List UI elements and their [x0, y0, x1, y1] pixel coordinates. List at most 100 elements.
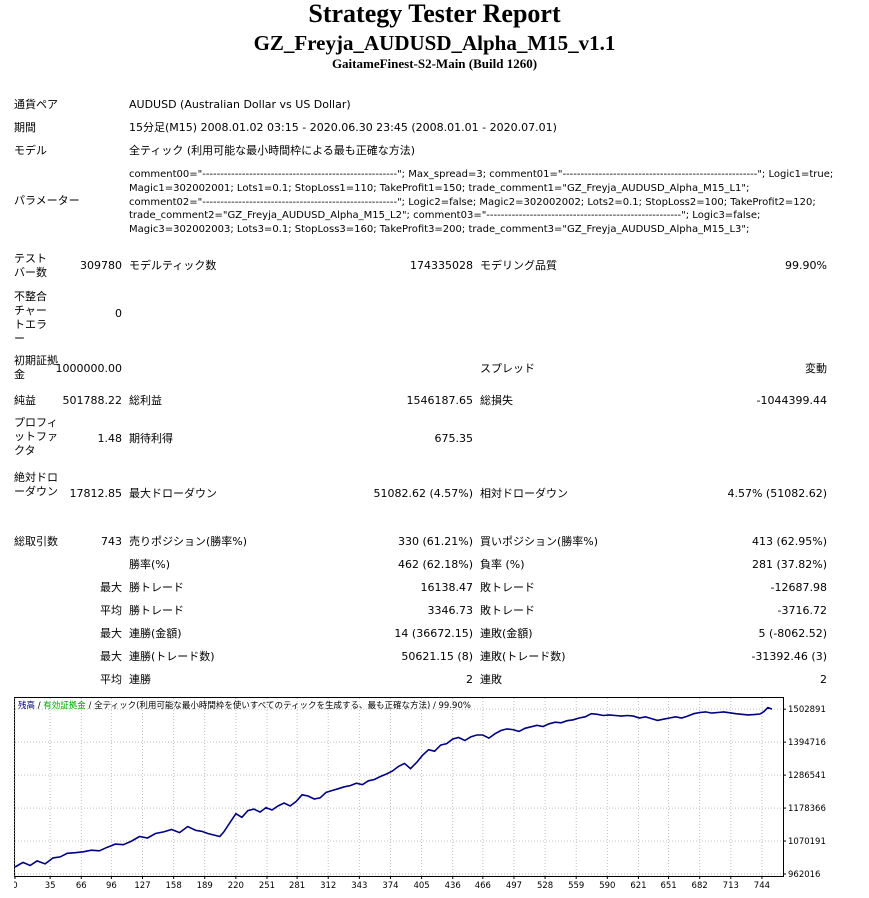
period-label: 期間: [14, 121, 36, 134]
gross-loss-label: 総損失: [480, 394, 513, 407]
max-drawdown-value: 51082.62 (4.57%): [373, 487, 473, 500]
largest-win-label: 勝トレード: [129, 581, 184, 594]
legend-equity: 有効証拠金: [43, 700, 86, 711]
expected-payoff-value: 675.35: [434, 432, 474, 445]
x-tick-label: 251: [259, 881, 275, 891]
gross-loss-value: -1044399.44: [756, 394, 827, 407]
parameters-line: comment02="-----------------------------…: [129, 196, 816, 208]
relative-drawdown-label: 相対ドローダウン: [480, 487, 568, 500]
x-tick-label: 96: [106, 881, 117, 891]
x-tick-label: 127: [134, 881, 150, 891]
chart-plot-area: [14, 697, 784, 877]
x-tick-label: 35: [45, 881, 56, 891]
max-prefix: 最大: [100, 650, 122, 663]
x-tick-label: 744: [754, 881, 770, 891]
symbol-label: 通貨ペア: [14, 98, 58, 111]
x-tick-label: 0: [14, 881, 18, 891]
consecutive-wins-label: 連勝(金額): [129, 627, 182, 640]
avg-consecutive-wins-label: 連勝: [129, 673, 151, 686]
x-tick-label: 436: [445, 881, 461, 891]
mismatch-value: 0: [115, 307, 122, 320]
parameters-line: Magic1=302002001; Lots1=0.1; StopLoss1=1…: [129, 182, 750, 194]
win-rate-value: 462 (62.18%): [397, 558, 473, 571]
spread-value: 変動: [805, 362, 827, 375]
y-tick-label: 1286541: [788, 771, 826, 781]
ea-name: GZ_Freyja_AUDUSD_Alpha_M15_v1.1: [253, 31, 616, 55]
avg-prefix: 平均: [100, 673, 122, 686]
balance-chart: 残高 / 有効証拠金 / 全ティック(利用可能な最小時間枠を使いすべてのティック…: [14, 697, 826, 891]
largest-loss-value: -12687.98: [770, 581, 827, 594]
relative-drawdown-value: 4.57% (51082.62): [727, 487, 827, 500]
long-positions-label: 買いポジション(勝率%): [480, 535, 599, 548]
server-info: GaitameFinest-S2-Main (Build 1260): [331, 56, 538, 71]
x-tick-label: 621: [630, 881, 646, 891]
consecutive-loss-value: -31392.46 (3): [751, 650, 827, 663]
avg-win-label: 勝トレード: [129, 604, 184, 617]
x-tick-label: 713: [723, 881, 739, 891]
absolute-drawdown-label: 絶対ドローダウン: [14, 471, 58, 498]
spread-label: スプレッド: [480, 362, 535, 375]
avg-loss-label: 敗トレード: [480, 604, 535, 617]
consecutive-loss-label: 連敗(トレード数): [480, 650, 566, 663]
ticks-label: モデルティック数: [129, 259, 217, 272]
consecutive-losses-value: 5 (-8062.52): [758, 627, 827, 640]
x-tick-label: 189: [197, 881, 213, 891]
x-tick-label: 312: [320, 881, 336, 891]
bars-value: 309780: [80, 259, 122, 272]
x-tick-label: 158: [166, 881, 182, 891]
parameters-line: trade_comment2="GZ_Freyja_AUDUSD_Alpha_M…: [129, 210, 761, 222]
y-tick-label: 1070191: [788, 837, 826, 847]
x-tick-label: 682: [692, 881, 708, 891]
loss-rate-label: 負率 (%): [480, 558, 525, 571]
deposit-value: 1000000.00: [55, 362, 122, 375]
legend-separator: /: [35, 701, 43, 711]
x-tick-label: 66: [76, 881, 87, 891]
chart-grid: [14, 698, 783, 876]
profit-factor-value: 1.48: [97, 432, 123, 445]
max-drawdown-label: 最大ドローダウン: [129, 487, 217, 500]
y-axis-ticks: 962016 1070191 1178366 1286541 1394716 150289…: [783, 705, 826, 880]
quality-label: モデリング品質: [480, 259, 557, 272]
avg-consecutive-wins-value: 2: [466, 673, 473, 686]
quality-value: 99.90%: [785, 259, 827, 272]
bars-label: テストバー数: [14, 252, 47, 279]
total-trades-value: 743: [101, 535, 122, 548]
avg-win-value: 3346.73: [427, 604, 474, 617]
parameters-line: comment00="-----------------------------…: [129, 169, 834, 180]
parameters-label: パラメーター: [14, 194, 80, 207]
win-rate-label: 勝率(%): [129, 558, 171, 571]
largest-loss-label: 敗トレード: [480, 581, 535, 594]
x-tick-label: 466: [475, 881, 491, 891]
profit-factor-label: プロフィットファクタ: [14, 416, 58, 457]
x-tick-label: 220: [228, 881, 244, 891]
avg-consecutive-losses-label: 連敗: [480, 673, 502, 686]
deposit-label: 初期証拠金: [14, 354, 58, 381]
legend-model-info: / 全ティック(利用可能な最小時間枠を使いすべてのティックを生成する、最も正確な…: [86, 700, 471, 711]
max-prefix: 最大: [100, 581, 122, 594]
short-positions-value: 330 (61.21%): [397, 535, 473, 548]
absolute-drawdown-value: 17812.85: [69, 487, 123, 500]
consecutive-profit-value: 50621.15 (8): [401, 650, 473, 663]
y-tick-label: 1502891: [788, 705, 826, 715]
avg-loss-value: -3716.72: [777, 604, 827, 617]
loss-rate-value: 281 (37.82%): [751, 558, 827, 571]
avg-consecutive-losses-value: 2: [820, 673, 827, 686]
gross-profit-value: 1546187.65: [406, 394, 473, 407]
x-tick-label: 374: [382, 881, 398, 891]
net-profit-label: 純益: [14, 394, 36, 407]
total-trades-label: 総取引数: [14, 535, 58, 548]
x-tick-label: 281: [289, 881, 305, 891]
x-tick-label: 343: [351, 881, 367, 891]
report-title: Strategy Tester Report: [308, 0, 561, 28]
legend-balance: 残高: [18, 700, 35, 711]
short-positions-label: 売りポジション(勝率%): [129, 535, 248, 548]
x-tick-label: 497: [506, 881, 522, 891]
largest-win-value: 16138.47: [420, 581, 474, 594]
net-profit-value: 501788.22: [62, 394, 123, 407]
max-prefix: 最大: [100, 627, 122, 640]
chart-legend: 残高 / 有効証拠金 / 全ティック(利用可能な最小時間枠を使いすべてのティック…: [18, 700, 471, 711]
parameters-value: comment00="-----------------------------…: [129, 168, 834, 237]
y-tick-label: 1394716: [788, 738, 826, 748]
model-label: モデル: [14, 144, 47, 157]
x-axis-ticks: 0 35 66 96 127 158 189 220 251 281 312 343 374 405 436…: [14, 876, 770, 891]
